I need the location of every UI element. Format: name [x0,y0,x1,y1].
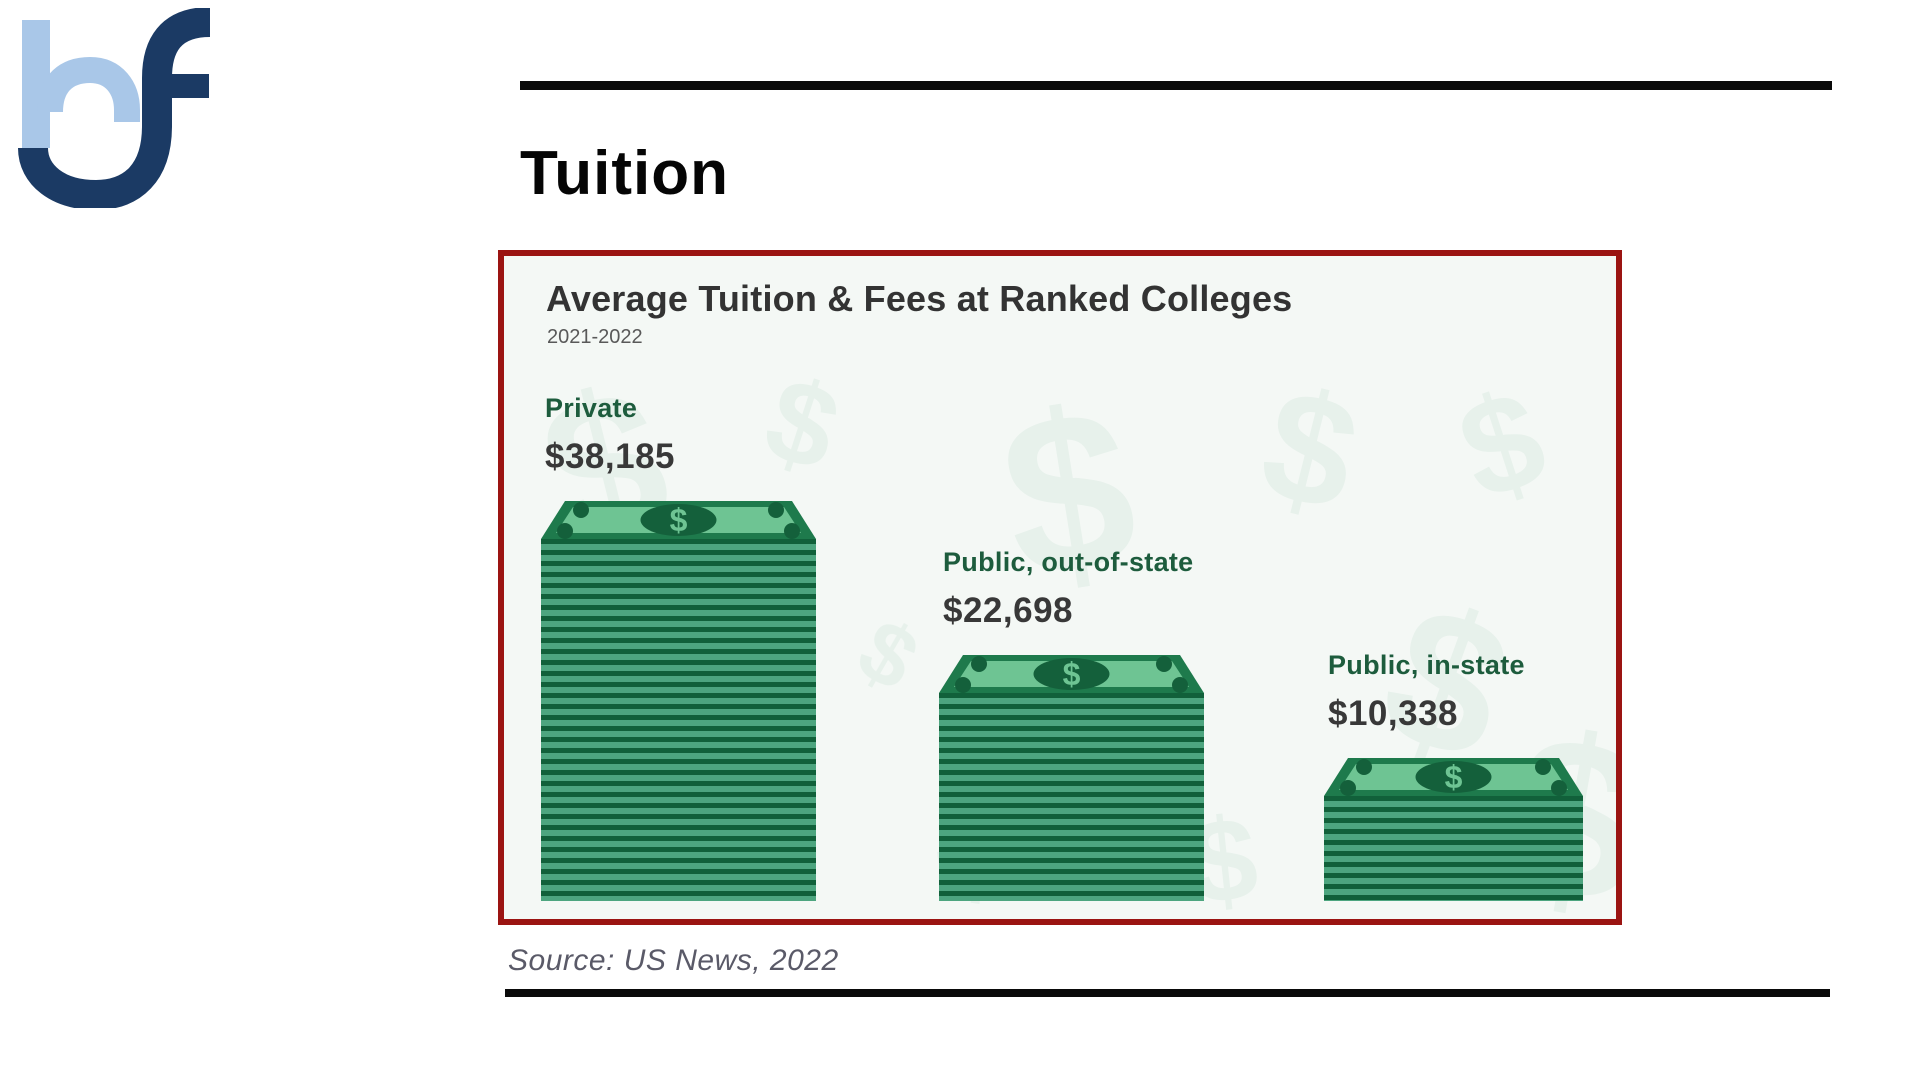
source-note: Source: US News, 2022 [508,944,839,977]
tuition-infographic-panel: $ $ $ $ $ $ $ $ $ $ $ $ Average Tuition … [498,250,1622,925]
category-label: Public, in-state [1328,650,1525,680]
dollar-sign-icon: $ [670,502,688,538]
top-divider-rule [520,81,1832,90]
value-label: $10,338 [1328,694,1459,733]
category-label: Public, out-of-state [943,547,1194,577]
bill-stack-body [939,693,1204,901]
bill-stack-body [541,539,816,901]
svg-text:$: $ [1442,361,1562,530]
money-stack: $ [939,655,1204,901]
chart-title: Average Tuition & Fees at Ranked College… [546,278,1293,319]
dollar-sign-icon: $ [1063,656,1081,692]
top-bill-icon: $ [939,655,1204,693]
page-title: Tuition [520,139,729,208]
money-stack-group: Private $38,185 $ [541,393,816,901]
logo-letter-b [22,20,140,148]
top-bill-icon: $ [541,501,816,539]
chart-subtitle: 2021-2022 [547,326,643,348]
money-stack: $ [1324,758,1583,901]
svg-text:$: $ [842,599,934,709]
dollar-sign-icon: $ [1445,759,1463,795]
svg-text:$: $ [1246,355,1373,546]
value-label: $38,185 [545,437,676,476]
bf-logo [18,8,211,208]
category-label: Private [545,393,638,423]
money-stack-group: Public, in-state $10,338 $ [1324,650,1583,901]
top-bill-icon: $ [1324,758,1583,796]
value-label: $22,698 [943,591,1074,630]
money-stack: $ [541,501,816,901]
money-stack-group: Public, out-of-state $22,698 $ [939,547,1204,901]
logo-letter-f [18,8,211,208]
bill-stack-body [1324,796,1583,901]
bottom-divider-rule [505,989,1830,997]
